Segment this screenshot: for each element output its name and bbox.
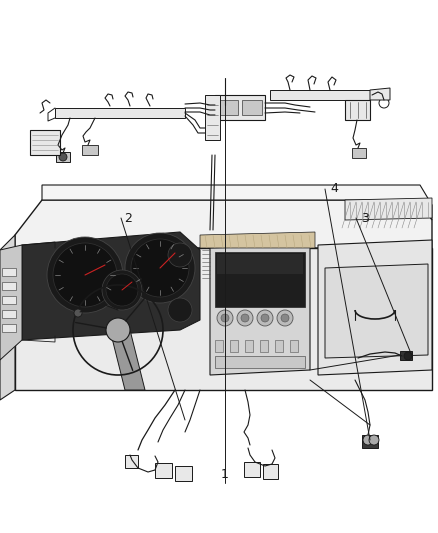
Polygon shape [400,351,412,360]
Circle shape [106,274,138,306]
Bar [215,252,305,307]
Polygon shape [352,148,366,158]
Polygon shape [155,463,172,478]
Polygon shape [215,95,265,120]
Circle shape [53,243,117,307]
Bar [275,340,283,352]
Text: 1: 1 [221,469,229,481]
Circle shape [369,435,379,445]
Polygon shape [263,464,278,479]
Circle shape [106,318,130,342]
Polygon shape [345,198,432,220]
Polygon shape [55,108,185,118]
Circle shape [404,352,412,360]
Polygon shape [345,100,370,120]
Circle shape [47,237,123,313]
Circle shape [217,310,233,326]
Polygon shape [125,455,138,468]
Polygon shape [210,245,310,375]
Text: 4: 4 [330,182,338,196]
Bar [215,356,305,368]
Polygon shape [0,245,22,360]
Polygon shape [200,232,315,248]
Bar [290,340,298,352]
Circle shape [277,310,293,326]
Polygon shape [15,200,432,260]
Bar [215,340,223,352]
Polygon shape [270,90,370,100]
Polygon shape [110,330,145,390]
Polygon shape [42,185,432,220]
Text: 3: 3 [361,212,369,224]
Circle shape [281,314,289,322]
Circle shape [257,310,273,326]
Polygon shape [325,264,428,358]
Polygon shape [362,435,378,448]
Bar [217,254,303,274]
Text: 2: 2 [124,212,132,224]
Circle shape [168,243,192,267]
Bar [2,296,16,304]
Bar [2,324,16,332]
Polygon shape [244,462,260,477]
Circle shape [168,298,192,322]
Bar [2,268,16,276]
Polygon shape [56,152,70,162]
Circle shape [363,435,373,445]
Polygon shape [0,235,15,400]
Polygon shape [318,240,432,375]
Bar [2,310,16,318]
Polygon shape [22,232,200,340]
Circle shape [379,98,389,108]
Polygon shape [218,100,238,115]
Polygon shape [15,248,432,390]
Polygon shape [30,130,60,155]
Bar [245,340,253,352]
Polygon shape [370,88,390,100]
Circle shape [74,309,82,317]
Bar [260,340,268,352]
Circle shape [125,233,195,303]
Polygon shape [175,466,192,481]
Circle shape [241,314,249,322]
Circle shape [102,270,142,310]
Circle shape [261,314,269,322]
Circle shape [131,239,189,297]
Polygon shape [82,145,98,155]
Circle shape [59,153,67,161]
Bar [2,282,16,290]
Bar [230,340,238,352]
Polygon shape [242,100,262,115]
Polygon shape [205,95,220,140]
Circle shape [221,314,229,322]
Circle shape [237,310,253,326]
